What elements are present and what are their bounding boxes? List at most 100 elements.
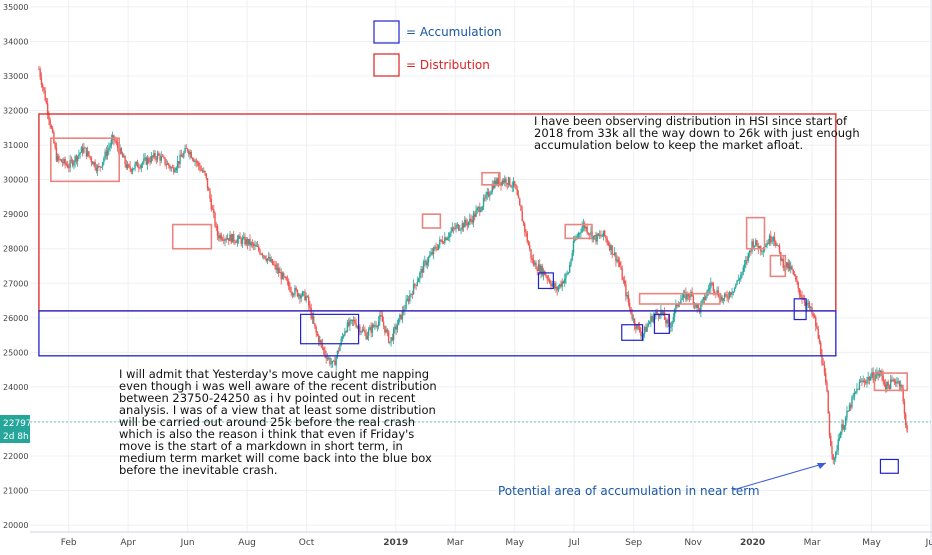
candle-body bbox=[269, 257, 271, 262]
candle-body bbox=[590, 231, 592, 235]
candle-body bbox=[710, 282, 712, 288]
candle-body bbox=[334, 360, 336, 366]
candle-body bbox=[867, 377, 869, 380]
candle-body bbox=[601, 236, 603, 237]
candle-body bbox=[541, 266, 543, 276]
candle-body bbox=[896, 381, 898, 384]
candle-body bbox=[275, 264, 277, 271]
candle-body bbox=[349, 320, 351, 326]
candle-body bbox=[397, 318, 400, 326]
candle-body bbox=[857, 388, 859, 390]
candle-body bbox=[452, 227, 455, 229]
candle-body bbox=[176, 161, 179, 168]
candle-body bbox=[878, 373, 881, 376]
candle-body bbox=[866, 379, 868, 384]
candle-body bbox=[745, 260, 747, 265]
candle-body bbox=[628, 302, 631, 308]
candle-body bbox=[549, 279, 551, 284]
candle-body bbox=[131, 169, 134, 172]
candle-body bbox=[511, 186, 513, 188]
candle-body bbox=[336, 350, 339, 358]
candle-body bbox=[731, 292, 733, 295]
candle-body bbox=[205, 173, 207, 178]
candle-body bbox=[692, 296, 695, 305]
candle-body bbox=[286, 279, 289, 282]
candle-body bbox=[440, 239, 442, 241]
time-axis[interactable]: Feb Apr Jun Aug Oct 2019 Mar May Jul Sep Nov 2020 Ma… bbox=[61, 538, 932, 548]
candle-body bbox=[297, 294, 300, 297]
accumulation-swatch bbox=[373, 20, 400, 44]
candle-body bbox=[894, 381, 897, 384]
candle-body bbox=[765, 245, 767, 248]
candle-body bbox=[352, 320, 355, 322]
candle-body bbox=[863, 380, 866, 383]
candle-body bbox=[736, 280, 738, 285]
candle-body bbox=[48, 113, 50, 120]
candle-body bbox=[752, 241, 754, 247]
candle-body bbox=[883, 381, 886, 385]
candle-body bbox=[165, 164, 168, 166]
candle-body bbox=[213, 209, 215, 214]
candle-body bbox=[415, 285, 417, 286]
candle-body bbox=[133, 168, 135, 170]
candle-body bbox=[183, 152, 185, 158]
candle-body bbox=[84, 147, 86, 149]
candle-body bbox=[555, 286, 557, 289]
candle-body bbox=[606, 238, 608, 244]
candle-body bbox=[224, 238, 226, 241]
candle-body bbox=[471, 219, 473, 223]
candle-body bbox=[716, 290, 718, 294]
candle-body bbox=[695, 303, 697, 308]
x-tick-label: May bbox=[505, 538, 524, 548]
candle-body bbox=[570, 259, 572, 265]
candle-body bbox=[840, 431, 842, 438]
candle-body bbox=[320, 340, 322, 344]
candle-body bbox=[429, 255, 431, 258]
candle-body bbox=[790, 266, 792, 270]
current-price-value: 22797 bbox=[3, 419, 32, 429]
price-axis[interactable]: 35000 34000 33000 32000 31000 30000 29000 28000… bbox=[3, 3, 28, 530]
candle-body bbox=[409, 294, 411, 302]
candle-body bbox=[305, 296, 307, 301]
candle-body bbox=[596, 233, 598, 242]
candle-body bbox=[535, 262, 537, 270]
candle-body bbox=[687, 293, 690, 297]
admission-note-line: between 23750-24250 as i hv pointed out … bbox=[119, 391, 416, 405]
candle-body bbox=[389, 341, 391, 343]
candle-body bbox=[898, 381, 901, 387]
distribution-zone bbox=[873, 372, 909, 392]
candle-body bbox=[476, 208, 478, 211]
candle-body bbox=[215, 225, 217, 227]
candles bbox=[38, 65, 908, 465]
candle-body bbox=[713, 290, 716, 293]
admission-note-line: even though i was well aware of the rece… bbox=[119, 379, 437, 393]
x-tick-label: Mar bbox=[447, 538, 464, 548]
candle-body bbox=[612, 254, 615, 256]
candle-body bbox=[307, 296, 310, 306]
candle-body bbox=[647, 323, 650, 326]
candle-body bbox=[671, 321, 673, 327]
candle-body bbox=[848, 405, 851, 411]
candle-body bbox=[195, 160, 197, 163]
candle-body bbox=[377, 320, 380, 327]
candle-body bbox=[850, 405, 852, 408]
candle-body bbox=[560, 284, 562, 287]
candle-body bbox=[616, 259, 618, 262]
candle-body bbox=[893, 379, 896, 382]
admission-note-line: medium term market will come back into t… bbox=[119, 451, 432, 465]
y-tick-label: 24000 bbox=[3, 383, 28, 392]
candle-body bbox=[889, 379, 892, 389]
candle-body bbox=[660, 309, 662, 316]
candle-body bbox=[285, 277, 287, 280]
candle-body bbox=[399, 314, 401, 319]
candle-body bbox=[50, 125, 53, 129]
candle-body bbox=[743, 264, 746, 268]
candle-body bbox=[872, 372, 874, 381]
candle-body bbox=[181, 156, 184, 158]
candle-body bbox=[444, 237, 446, 244]
candle-body bbox=[852, 396, 854, 398]
distribution-zone bbox=[769, 254, 787, 278]
candle-body bbox=[561, 281, 563, 287]
